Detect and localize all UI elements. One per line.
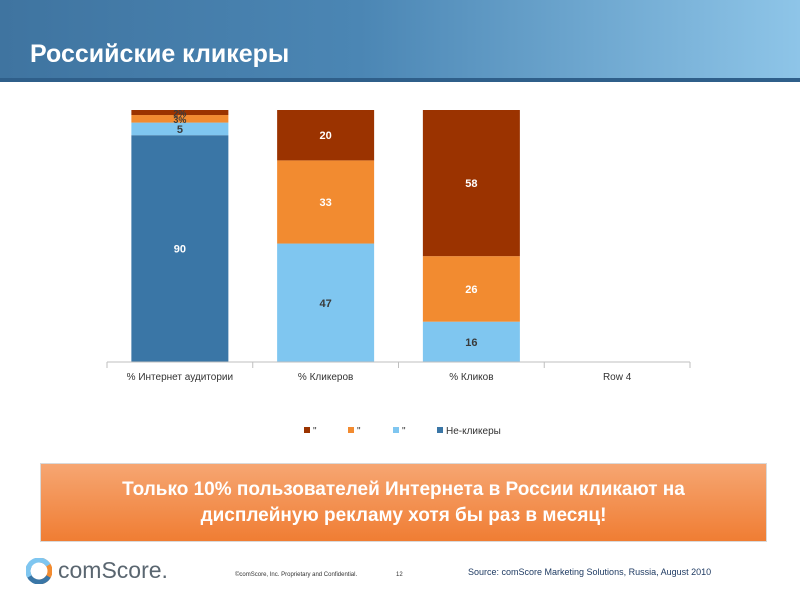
bar-segment	[131, 122, 229, 136]
bar-segment	[131, 135, 229, 362]
bar-segment	[422, 321, 520, 362]
data-label: 5	[177, 124, 183, 136]
banner-text: Только 10% пользователей Интернета в Рос…	[122, 478, 685, 526]
bar-segment	[422, 256, 520, 322]
x-tick-label: % Интернет аудитории	[127, 372, 233, 383]
data-label: 26	[465, 284, 477, 296]
legend-swatch	[393, 427, 399, 433]
x-axis: % Интернет аудитории % Кликеров % Кликов Ro…	[106, 361, 691, 383]
header-divider	[0, 78, 800, 82]
logo-text: comScore.	[58, 557, 168, 583]
data-label: 58	[465, 178, 477, 190]
page-number: 12	[396, 572, 403, 578]
highlight-banner: Только 10% пользователей Интернета в Рос…	[40, 463, 767, 542]
x-tick-label: % Кликов	[449, 372, 493, 383]
data-label: 16	[465, 337, 477, 349]
data-label: 33	[320, 197, 332, 209]
comscore-logo: comScore.	[26, 557, 168, 584]
legend-label: "	[402, 426, 406, 437]
stacked-bar-chart: 90 53%2% 47 33 20 16 26 58 % Интернет аудитории…	[106, 109, 691, 437]
comscore-logo-icon	[26, 557, 52, 584]
source-note: Source: comScore Marketing Solutions, Ru…	[468, 567, 712, 577]
legend-label: "	[357, 426, 361, 437]
data-label: 90	[174, 244, 186, 256]
data-label: 47	[320, 298, 332, 310]
bar-segment	[131, 110, 229, 116]
header-band	[0, 0, 800, 78]
bar-segment	[131, 115, 229, 123]
x-tick-label: Row 4	[603, 372, 632, 383]
legend-label: Не-кликеры	[446, 426, 501, 437]
bars-group: 90 53%2% 47 33 20 16 26 58	[131, 109, 520, 362]
legend-swatch	[304, 427, 310, 433]
bar-segment	[277, 243, 375, 362]
slide-title: Российские кликеры	[30, 40, 290, 68]
data-label: 2%	[173, 109, 186, 119]
bar-segment	[277, 160, 375, 244]
data-label: 20	[320, 130, 332, 142]
legend-label: "	[313, 426, 317, 437]
x-tick-label: % Кликеров	[298, 372, 353, 383]
bar-segment	[277, 110, 375, 161]
legend-swatch	[348, 427, 354, 433]
legend: " " " Не-кликеры	[304, 426, 501, 437]
data-label: 3%	[173, 115, 186, 125]
legend-swatch	[437, 427, 443, 433]
bar-segment	[422, 110, 520, 257]
copyright-note: ©comScore, Inc. Proprietary and Confiden…	[235, 572, 358, 578]
